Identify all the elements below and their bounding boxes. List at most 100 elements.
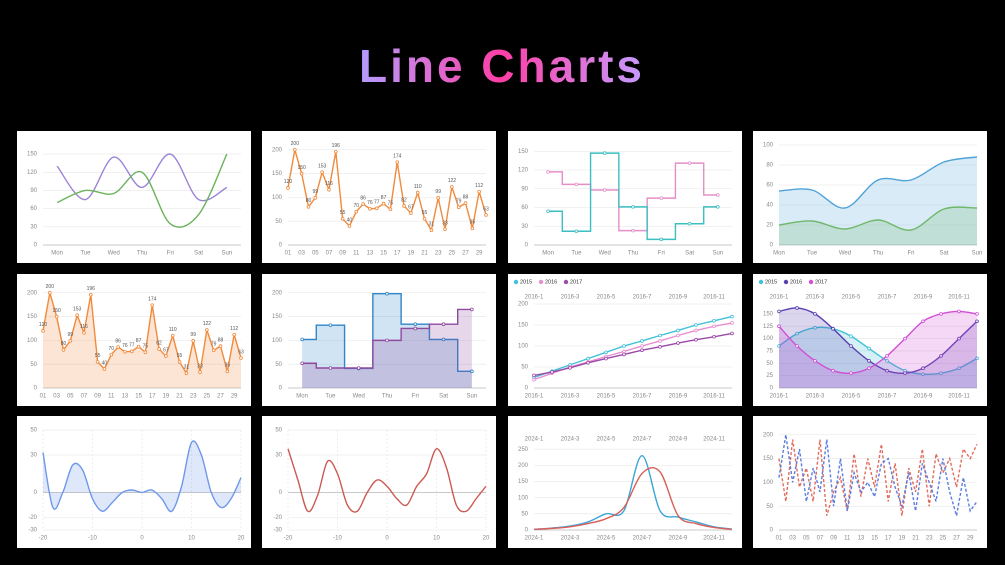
x-tick-label: 17 xyxy=(885,536,892,542)
value-label: 88 xyxy=(463,194,469,200)
x-tick-label: 2024-5 xyxy=(597,536,616,542)
point xyxy=(41,329,45,333)
point xyxy=(328,366,333,370)
x-tick-label: -20 xyxy=(284,536,293,542)
point xyxy=(356,366,361,370)
point xyxy=(921,366,925,371)
point xyxy=(347,224,352,228)
value-label: 76 xyxy=(367,200,373,206)
point xyxy=(395,160,400,164)
line xyxy=(42,292,242,376)
x-tick-label: 23 xyxy=(190,394,197,400)
point xyxy=(730,331,734,336)
value-label: 82 xyxy=(156,340,162,346)
x-tick-label: 11 xyxy=(353,251,360,257)
x-top-tick-label: 2016-11 xyxy=(703,295,725,301)
x-tick-label: Sat xyxy=(939,251,948,257)
point xyxy=(659,237,664,242)
x-tick-label: Tue xyxy=(571,251,582,257)
y-tick-label: 0 xyxy=(525,243,529,249)
point xyxy=(225,369,230,374)
point xyxy=(320,170,324,174)
value-label: 40 xyxy=(347,217,353,223)
value-label: 120 xyxy=(284,179,293,185)
chart-card: 01 03 05 07 09 11 13 15 17 19 21 23 25 27 29 0 50 100 150 2… xyxy=(262,131,496,263)
value-label: 79 xyxy=(456,199,462,205)
point xyxy=(157,347,161,351)
point xyxy=(88,292,93,297)
line xyxy=(778,434,978,516)
point xyxy=(602,188,607,192)
y-tick-label: 100 xyxy=(518,344,529,350)
y-tick-label: 100 xyxy=(272,195,283,201)
x-tick-label: 23 xyxy=(435,251,442,257)
value-label: 99 xyxy=(435,189,441,195)
point xyxy=(354,209,359,214)
point xyxy=(470,307,474,312)
x-top-tick-label: 2016-5 xyxy=(842,295,861,301)
y-tick-label: 20 xyxy=(766,223,773,229)
y-tick-label: 150 xyxy=(272,171,283,177)
point xyxy=(532,377,536,382)
value-label: 55 xyxy=(95,353,101,359)
point xyxy=(415,190,420,195)
point xyxy=(939,312,943,316)
legend-marker xyxy=(538,279,544,285)
point xyxy=(293,147,297,152)
chart-card: 2024-1 2024-1 2024-3 2024-3 2024-5 2024-5 2024… xyxy=(508,416,742,548)
point xyxy=(333,149,338,154)
value-label: 87 xyxy=(136,338,142,344)
value-label: 75 xyxy=(388,201,394,207)
point xyxy=(143,350,148,355)
legend-label: 2016 xyxy=(545,279,557,285)
point xyxy=(413,322,418,326)
x-tick-label: 2016-11 xyxy=(703,394,725,400)
point xyxy=(631,228,635,233)
point xyxy=(885,354,889,358)
y-tick-label: 50 xyxy=(275,428,282,434)
x-tick-label: 21 xyxy=(421,251,428,257)
point xyxy=(586,360,590,365)
point xyxy=(48,290,52,295)
value-label: 33 xyxy=(442,221,448,227)
point xyxy=(622,349,626,354)
value-label: 87 xyxy=(381,195,387,201)
value-label: 86 xyxy=(115,338,121,344)
y-tick-label: 125 xyxy=(763,324,774,330)
point xyxy=(777,324,781,329)
area xyxy=(779,157,977,245)
value-label: 200 xyxy=(291,141,300,147)
point xyxy=(306,205,311,209)
y-tick-label: 100 xyxy=(763,480,774,486)
point xyxy=(640,344,644,348)
value-label: 150 xyxy=(52,308,61,314)
x-tick-label: Sat xyxy=(439,394,448,400)
point xyxy=(777,344,781,348)
y-tick-label: -30 xyxy=(28,528,37,534)
x-tick-label: Mon xyxy=(51,251,63,257)
point xyxy=(687,221,692,226)
legend-marker xyxy=(808,279,814,285)
card-background xyxy=(508,274,742,406)
y-tick-label: 0 xyxy=(525,386,529,392)
point xyxy=(75,313,79,317)
point xyxy=(885,368,889,373)
point xyxy=(368,207,372,211)
x-top-tick-label: 2016-3 xyxy=(806,295,825,301)
y-tick-label: 150 xyxy=(518,149,529,155)
point xyxy=(694,323,698,327)
chart-card: 2016-1 2016-1 2016-3 2016-3 2016-5 2016-5 2016… xyxy=(508,274,742,406)
x-tick-label: 13 xyxy=(367,251,374,257)
point xyxy=(813,359,817,363)
x-tick-label: 2016-5 xyxy=(842,394,861,400)
x-tick-label: 20 xyxy=(238,536,245,542)
y-tick-label: 30 xyxy=(30,224,37,230)
point xyxy=(676,328,680,333)
y-tick-label: 75 xyxy=(766,349,773,355)
point xyxy=(694,337,698,342)
card-background xyxy=(262,416,496,548)
x-top-tick-label: 2024-11 xyxy=(703,437,725,443)
x-tick-label: Sun xyxy=(467,394,478,400)
y-tick-label: -30 xyxy=(273,528,282,534)
